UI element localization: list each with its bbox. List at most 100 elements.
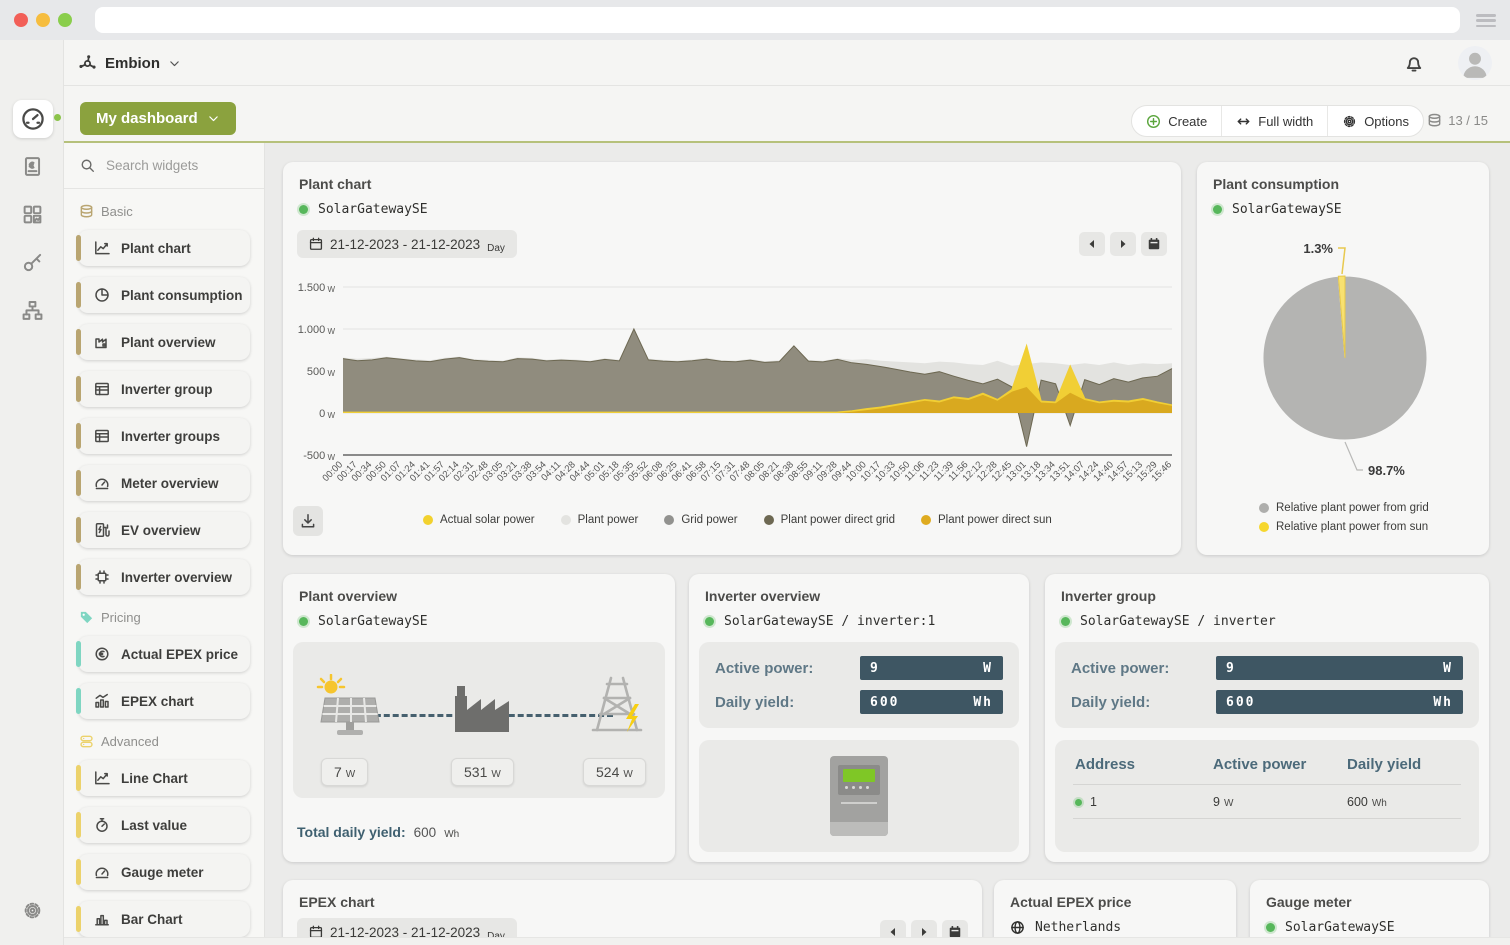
calendar-button[interactable] — [1141, 232, 1167, 256]
widget-gauge-meter: Gauge meter SolarGatewaySE — [1250, 880, 1489, 945]
factory-icon — [453, 682, 511, 734]
svg-text:500 W: 500 W — [307, 366, 336, 378]
daily-yield-row: Daily yield: 600Wh — [1071, 690, 1463, 714]
widget-item-inverter-overview[interactable]: Inverter overview — [78, 559, 250, 595]
org-name: Embion — [105, 55, 160, 72]
ev-charger-icon — [94, 522, 110, 538]
solar-panel-icon — [315, 674, 383, 740]
table-row[interactable]: 1 — [1075, 795, 1097, 809]
row-daily-yield: 600 Wh — [1347, 795, 1387, 809]
traffic-light-close[interactable] — [14, 13, 28, 27]
status-dot — [1266, 923, 1275, 932]
nav-widgets[interactable] — [22, 204, 43, 225]
legend-dot — [921, 515, 931, 525]
widget-item-bar-chart[interactable]: Bar Chart — [78, 901, 250, 937]
device-panel — [699, 740, 1019, 852]
horizontal-scrollbar[interactable] — [64, 937, 1510, 945]
daily-yield-box: 600Wh — [860, 690, 1003, 714]
widget-item-gauge-meter[interactable]: Gauge meter — [78, 854, 250, 890]
widget-inverter-group: Inverter group SolarGatewaySE / inverter… — [1045, 574, 1489, 862]
arrow-left-icon — [1087, 239, 1097, 249]
widget-item-ev-overview[interactable]: EV overview — [78, 512, 250, 548]
app-header: H Embion — [0, 40, 1510, 86]
widget-item-inverter-group[interactable]: Inverter group — [78, 371, 250, 407]
nav-invoices[interactable] — [22, 156, 43, 177]
daily-yield-row: Daily yield: 600Wh — [715, 690, 1003, 714]
widget-item-plant-chart[interactable]: Plant chart — [78, 230, 250, 266]
globe-icon — [1010, 920, 1025, 935]
chart-nav — [1079, 232, 1167, 256]
widget-item-last-value[interactable]: Last value — [78, 807, 250, 843]
values-panel: Active power: 9W Daily yield: 600Wh — [699, 642, 1019, 728]
device-name: SolarGatewaySE — [318, 614, 428, 629]
status-dot — [1061, 617, 1070, 626]
legend-plant-power[interactable]: Plant power — [561, 514, 639, 526]
status-dot — [705, 617, 714, 626]
pie-legend: Relative plant power from grid Relative p… — [1259, 502, 1429, 533]
dashboard-selector-button[interactable]: My dashboard — [80, 102, 236, 135]
chart-legend: Actual solar power Plant power Grid power P… — [423, 514, 1052, 526]
col-header-active-power: Active power — [1213, 756, 1306, 773]
arrow-right-icon — [1118, 239, 1128, 249]
svg-text:98.7%: 98.7% — [1368, 463, 1405, 478]
svg-text:-500 W: -500 W — [303, 450, 335, 462]
date-range-picker[interactable]: 21-12-2023 - 21-12-2023 Day — [297, 230, 517, 258]
nav-access-keys[interactable] — [22, 252, 43, 273]
section-header-advanced: Advanced — [79, 734, 264, 749]
url-bar[interactable] — [95, 7, 1460, 33]
org-menu[interactable]: Embion — [78, 40, 181, 86]
widget-item-actual-epex-price[interactable]: Actual EPEX price — [78, 636, 250, 672]
traffic-light-maximize[interactable] — [58, 13, 72, 27]
prev-period-button[interactable] — [1079, 232, 1105, 256]
legend-grid-power[interactable]: Grid power — [664, 514, 737, 526]
create-button[interactable]: Create — [1132, 106, 1221, 136]
svg-text:1.500 W: 1.500 W — [298, 282, 336, 294]
stopwatch-icon — [94, 817, 110, 833]
widget-sidebar: BasicPlant chartPlant consumptionPlant o… — [64, 143, 265, 945]
browser-menu-icon[interactable] — [1476, 14, 1496, 27]
grid-tower-icon — [585, 672, 651, 736]
device-name: SolarGatewaySE — [318, 202, 428, 217]
nav-settings-gear-icon[interactable] — [22, 900, 43, 921]
legend-dot — [423, 515, 433, 525]
plant-power-value: 531W — [451, 758, 514, 786]
legend-actual-solar-power[interactable]: Actual solar power — [423, 514, 535, 526]
table-icon — [94, 381, 110, 397]
widget-plant-overview: Plant overview SolarGatewaySE — [283, 574, 675, 862]
widget-item-epex-chart[interactable]: EPEX chart — [78, 683, 250, 719]
full-width-button[interactable]: Full width — [1221, 106, 1327, 136]
bar-chart-icon — [94, 911, 110, 927]
legend-plant-power-direct-sun[interactable]: Plant power direct sun — [921, 514, 1052, 526]
widget-item-line-chart[interactable]: Line Chart — [78, 760, 250, 796]
widget-item-plant-overview[interactable]: Plant overview — [78, 324, 250, 360]
nav-dashboards[interactable] — [13, 100, 53, 138]
legend-plant-power-direct-grid[interactable]: Plant power direct grid — [764, 514, 895, 526]
total-daily-yield: Total daily yield: 600 Wh — [297, 824, 459, 840]
widget-item-meter-overview[interactable]: Meter overview — [78, 465, 250, 501]
status-dot — [299, 205, 308, 214]
widget-title: Inverter group — [1061, 588, 1156, 604]
coin-icon — [94, 646, 110, 662]
pie-legend-relative-plant-power-from-sun[interactable]: Relative plant power from sun — [1259, 521, 1429, 533]
bell-icon[interactable] — [1404, 53, 1424, 73]
widget-item-plant-consumption[interactable]: Plant consumption — [78, 277, 250, 313]
row-active-power: 9 W — [1213, 795, 1233, 809]
search-icon — [80, 158, 95, 173]
pie-legend-relative-plant-power-from-grid[interactable]: Relative plant power from grid — [1259, 502, 1429, 514]
device-name: SolarGatewaySE — [1232, 202, 1342, 217]
widget-item-inverter-groups[interactable]: Inverter groups — [78, 418, 250, 454]
table-icon — [94, 428, 110, 444]
download-button[interactable] — [293, 506, 323, 536]
avatar[interactable] — [1458, 46, 1492, 80]
chevron-down-icon — [207, 112, 220, 125]
nav-hierarchy[interactable] — [22, 300, 43, 321]
region-name: Netherlands — [1035, 920, 1121, 935]
avatar-person-icon — [1458, 46, 1492, 80]
options-button[interactable]: Options — [1327, 106, 1423, 136]
search-input[interactable] — [104, 157, 248, 174]
device-row: SolarGatewaySE — [299, 614, 428, 629]
next-period-button[interactable] — [1110, 232, 1136, 256]
traffic-light-minimize[interactable] — [36, 13, 50, 27]
hub-icon — [78, 54, 97, 73]
widget-title: Inverter overview — [705, 588, 820, 604]
